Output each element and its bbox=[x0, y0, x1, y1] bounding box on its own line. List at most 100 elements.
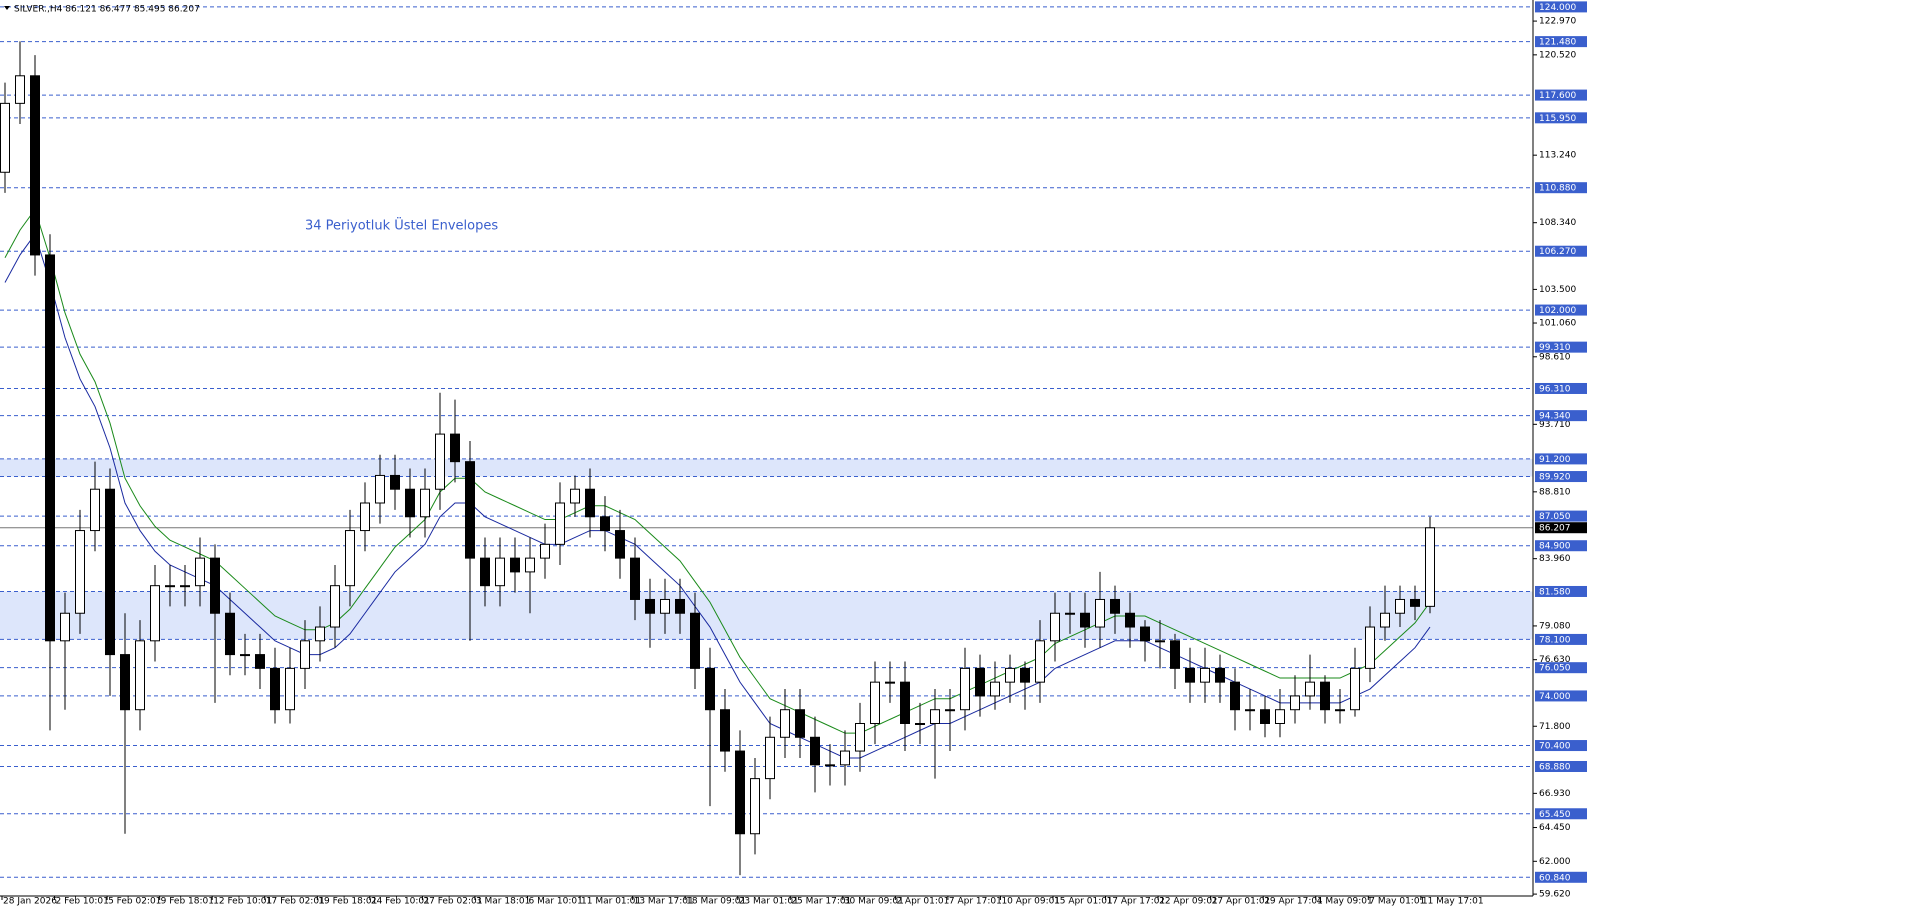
x-tick-label: 11 May 17:01 bbox=[1422, 897, 1484, 906]
candle-body bbox=[480, 557, 490, 587]
level-label: 68.880 bbox=[1539, 762, 1571, 772]
candle-body bbox=[1065, 612, 1075, 615]
candle-body bbox=[495, 557, 505, 587]
candle-body bbox=[120, 654, 130, 711]
candle-body bbox=[705, 667, 715, 711]
x-tick-label: 27 Apr 01:01 bbox=[1212, 897, 1271, 906]
level-label: 91.200 bbox=[1539, 455, 1571, 465]
level-label-box bbox=[1535, 540, 1587, 552]
levels bbox=[0, 6, 1533, 878]
candle-body bbox=[735, 750, 745, 835]
candle-body bbox=[1125, 612, 1135, 628]
level-label: 115.950 bbox=[1539, 114, 1576, 124]
candle-body bbox=[330, 585, 340, 628]
candle-body bbox=[945, 709, 955, 712]
candle-body bbox=[150, 585, 160, 642]
y-tick-label: 79.080 bbox=[1539, 621, 1571, 631]
level-label: 78.100 bbox=[1539, 635, 1571, 645]
candle-body bbox=[0, 102, 10, 173]
level-label-box bbox=[1535, 453, 1587, 465]
candle-body bbox=[315, 626, 325, 642]
candle-body bbox=[540, 543, 550, 559]
candle-body bbox=[1005, 667, 1015, 683]
candle-body bbox=[570, 488, 580, 504]
level-label-box bbox=[1535, 690, 1587, 702]
candle-body bbox=[255, 654, 265, 669]
level-label-box bbox=[1535, 245, 1587, 257]
level-label-box bbox=[1535, 585, 1587, 597]
candle-body bbox=[15, 75, 25, 104]
candle-body bbox=[30, 75, 40, 256]
chart-title: SILVER.,H4 86.121 86.477 85.495 86.207 bbox=[14, 5, 200, 15]
candle-body bbox=[1395, 598, 1405, 614]
y-tick-label: 88.810 bbox=[1539, 487, 1571, 497]
candle-body bbox=[1230, 681, 1240, 711]
candle-body bbox=[1110, 598, 1120, 614]
x-tick-label: 5 Feb 02:01 bbox=[108, 897, 161, 906]
candle-body bbox=[1260, 709, 1270, 724]
x-tick-label: 29 Apr 17:01 bbox=[1264, 897, 1323, 906]
x-tick-label: 12 Feb 10:01 bbox=[213, 897, 272, 906]
candle-body bbox=[1050, 612, 1060, 642]
price-label: 86.207 bbox=[1539, 524, 1571, 534]
candles bbox=[0, 41, 1435, 876]
candle-body bbox=[855, 722, 865, 752]
x-tick-label: 27 Feb 02:01 bbox=[423, 897, 482, 906]
candle-body bbox=[75, 530, 85, 614]
candle-body bbox=[1275, 709, 1285, 724]
level-label: 87.050 bbox=[1539, 512, 1571, 522]
candle-body bbox=[240, 654, 250, 657]
y-tick-label: 62.000 bbox=[1539, 857, 1571, 867]
x-tick-label: 2 Feb 10:01 bbox=[56, 897, 109, 906]
level-label: 121.480 bbox=[1539, 38, 1576, 48]
candle-body bbox=[210, 557, 220, 614]
level-label-box bbox=[1535, 633, 1587, 645]
level-label: 65.450 bbox=[1539, 810, 1571, 820]
candle-body bbox=[105, 488, 115, 656]
candle-body bbox=[1350, 667, 1360, 711]
level-label: 96.310 bbox=[1539, 384, 1571, 394]
level-label-box bbox=[1535, 182, 1587, 194]
envelopes bbox=[4, 208, 1431, 759]
x-tick-label: 13 Mar 17:01 bbox=[634, 897, 694, 906]
candle-body bbox=[1410, 598, 1420, 607]
candle-body bbox=[1080, 612, 1090, 628]
candle-body bbox=[750, 778, 760, 835]
x-tick-label: 22 Apr 09:01 bbox=[1159, 897, 1218, 906]
level-label-box bbox=[1535, 740, 1587, 752]
candle-body bbox=[1425, 527, 1435, 607]
y-tick-label: 103.500 bbox=[1539, 285, 1576, 295]
y-tick-label: 101.060 bbox=[1539, 319, 1576, 329]
level-label: 99.310 bbox=[1539, 343, 1571, 353]
candle-body bbox=[555, 502, 565, 545]
annotation: 34 Periyotluk Üstel Envelopes bbox=[305, 217, 498, 234]
candle-body bbox=[1335, 709, 1345, 712]
title-arrow bbox=[4, 6, 10, 10]
y-tick-label: 122.970 bbox=[1539, 17, 1576, 27]
x-tick-label: 3 Mar 18:01 bbox=[476, 897, 530, 906]
candle-body bbox=[1245, 709, 1255, 712]
candle-body bbox=[420, 488, 430, 518]
level-label-box bbox=[1535, 341, 1587, 353]
candle-body bbox=[465, 461, 475, 559]
candle-body bbox=[525, 557, 535, 573]
level-label: 110.880 bbox=[1539, 184, 1576, 194]
x-tick-label: 28 Jan 2026 bbox=[3, 897, 57, 906]
candle-body bbox=[975, 667, 985, 697]
x-tick-label: 4 May 09:01 bbox=[1317, 897, 1373, 906]
candle-body bbox=[630, 557, 640, 600]
candle-body bbox=[1320, 681, 1330, 711]
candle-body bbox=[810, 736, 820, 766]
level-label: 89.920 bbox=[1539, 473, 1571, 483]
y-tick-label: 59.620 bbox=[1539, 890, 1571, 900]
candle-body bbox=[765, 736, 775, 780]
level-label-box bbox=[1535, 871, 1587, 883]
candle-body bbox=[90, 488, 100, 532]
x-tick-label: 15 Apr 01:01 bbox=[1054, 897, 1113, 906]
level-label-box bbox=[1535, 760, 1587, 772]
candle-body bbox=[1200, 667, 1210, 683]
zones bbox=[0, 458, 1533, 640]
x-tick-label: 18 Mar 09:01 bbox=[686, 897, 746, 906]
